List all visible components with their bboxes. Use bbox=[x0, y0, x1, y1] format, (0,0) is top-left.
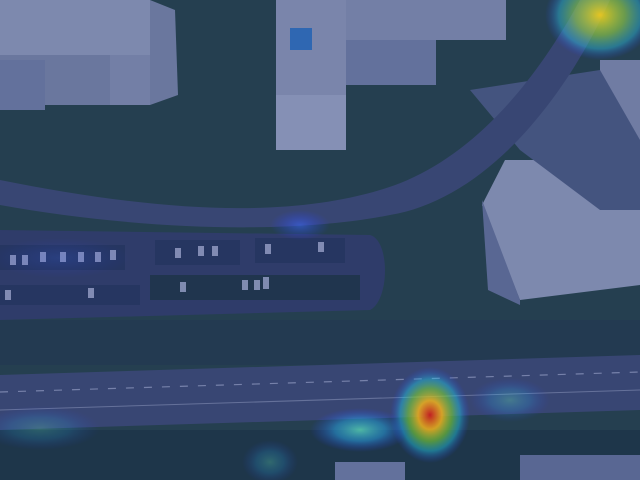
hotspot-road-center-spread bbox=[310, 408, 410, 452]
hotspot-bottom-left-road bbox=[0, 406, 100, 450]
hotspot-road-right bbox=[470, 378, 550, 422]
tree-strip bbox=[0, 320, 640, 365]
hotspot-top-right bbox=[545, 0, 640, 60]
building-top-left bbox=[0, 0, 178, 110]
curved-road bbox=[0, 0, 610, 228]
building-top-center bbox=[276, 0, 506, 150]
hotspot-parking-left bbox=[0, 238, 130, 278]
hotspot-bottom-center bbox=[242, 440, 298, 480]
hotspot-parking-top bbox=[270, 210, 330, 240]
hotspot-road-center bbox=[390, 367, 470, 463]
building-bottom-right bbox=[520, 455, 640, 480]
building-bottom-center bbox=[335, 462, 405, 480]
